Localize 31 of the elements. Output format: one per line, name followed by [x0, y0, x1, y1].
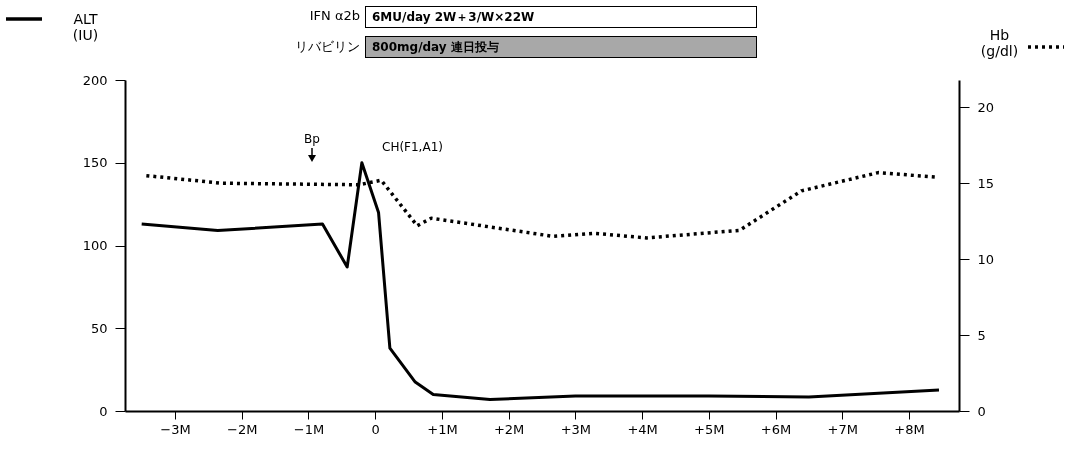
- text: 6MU/day 2W＋3/W×22W: [365, 6, 757, 28]
- x-tick-label: −2M: [227, 421, 258, 437]
- x-tick-label: 0: [371, 421, 380, 437]
- y-tick-label: 100: [82, 238, 108, 253]
- x-tick-label: +1M: [427, 421, 458, 437]
- y2-tick-label: 20: [977, 99, 995, 115]
- x-tick-label: +4M: [627, 421, 658, 437]
- line-series: [140, 161, 941, 401]
- y2-tick-label: 0: [977, 403, 986, 419]
- text: リバビリン: [295, 38, 360, 56]
- y2-tick-label: 10: [977, 251, 995, 267]
- x-tick-label: −1M: [293, 421, 325, 437]
- x-tick-label: +3M: [560, 421, 592, 437]
- y2-tick-label: 5: [977, 327, 986, 343]
- y2-axis-title: Hb (g/dl): [980, 26, 1019, 59]
- annotation: CH(F1,A1): [382, 140, 443, 154]
- y2-tick-label: 15: [977, 175, 995, 191]
- x-tick-label: +8M: [894, 421, 925, 437]
- x-tick-label: +2M: [493, 421, 525, 437]
- y-tick-label: 50: [90, 320, 108, 336]
- y-tick-label: 200: [82, 72, 108, 88]
- y-tick-label: 0: [99, 403, 108, 419]
- y-tick-label: 150: [82, 155, 108, 171]
- annotation: Bp: [304, 132, 320, 146]
- text: IFN α2b: [309, 8, 360, 23]
- x-tick-label: +6M: [760, 421, 792, 437]
- y-axis-title: ALT (IU): [72, 10, 99, 43]
- x-tick-label: +5M: [694, 421, 725, 437]
- x-tick-label: +7M: [827, 421, 858, 437]
- x-tick-label: −3M: [160, 421, 191, 437]
- text: 800mg/day 連日投与: [365, 36, 757, 58]
